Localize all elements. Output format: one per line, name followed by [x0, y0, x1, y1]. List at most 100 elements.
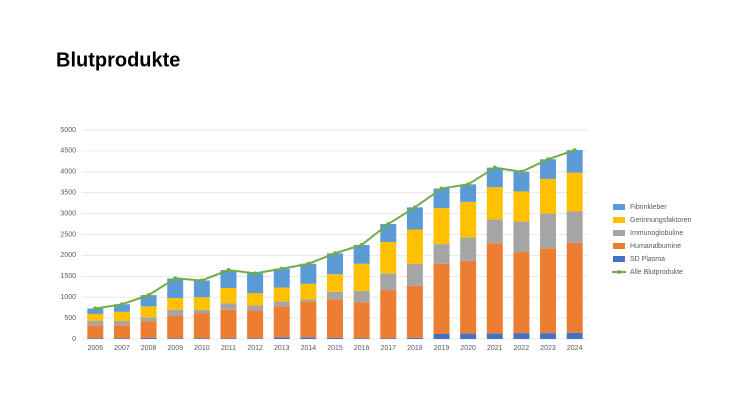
- bar-segment: [380, 338, 397, 339]
- y-tick-label: 2000: [60, 252, 76, 259]
- bar-segment: [167, 315, 184, 339]
- bar-segment: [247, 305, 264, 311]
- bar-segment: [566, 172, 583, 212]
- legend-swatch: [613, 217, 625, 223]
- x-tick-label: 2010: [194, 345, 210, 352]
- bar-segment: [167, 298, 184, 310]
- line-marker: [119, 302, 124, 307]
- line-marker: [199, 278, 204, 283]
- bar-segment: [380, 224, 397, 243]
- bar-segment: [353, 302, 370, 339]
- line-marker: [359, 242, 364, 247]
- line-marker: [306, 261, 311, 266]
- legend-label: Alle Blutprodukte: [630, 269, 683, 276]
- x-tick-label: 2021: [487, 345, 503, 352]
- bar-segment: [140, 295, 157, 307]
- bar-segment: [486, 333, 503, 339]
- x-tick-label: 2023: [540, 345, 556, 352]
- y-tick-label: 5000: [60, 127, 76, 134]
- bar-segment: [167, 309, 184, 316]
- bar-segment: [353, 338, 370, 339]
- legend-label: Humanalbumine: [630, 243, 681, 250]
- bar-segment: [87, 338, 104, 339]
- x-tick-label: 2007: [114, 345, 130, 352]
- line-marker: [466, 182, 471, 187]
- bar-segment: [327, 291, 343, 300]
- x-tick-label: 2015: [327, 345, 343, 352]
- y-tick-label: 4000: [60, 169, 76, 176]
- bar-segment: [167, 338, 184, 339]
- chart-title: Blutprodukte: [56, 49, 180, 71]
- bar-segment: [113, 311, 130, 322]
- legend-swatch: [613, 256, 625, 262]
- bar-segment: [540, 178, 557, 214]
- bar-segment: [327, 253, 343, 275]
- y-tick-label: 2500: [60, 231, 76, 238]
- legend-label: Fibrinkleber: [630, 204, 667, 211]
- legend-swatch: [613, 230, 625, 236]
- bar-segment: [113, 321, 130, 326]
- bar-segment: [486, 243, 503, 334]
- bar-segment: [300, 337, 317, 339]
- bar-segment: [113, 304, 130, 312]
- bar-segment: [406, 207, 423, 230]
- bar-segment: [380, 273, 397, 291]
- x-tick-label: 2008: [141, 345, 157, 352]
- y-tick-label: 0: [72, 336, 76, 343]
- bar-segment: [513, 191, 530, 222]
- bar-segment: [380, 290, 397, 339]
- line-marker: [173, 276, 178, 281]
- bar-segment: [486, 187, 503, 220]
- bar-segment: [220, 288, 237, 304]
- bar-segment: [140, 321, 157, 338]
- bar-segment: [247, 310, 264, 339]
- bar-segment: [273, 287, 290, 302]
- bar-segment: [433, 244, 450, 264]
- x-tick-label: 2009: [167, 345, 183, 352]
- y-tick-label: 3500: [60, 190, 76, 197]
- bar-segment: [273, 268, 290, 288]
- line-marker: [146, 293, 151, 298]
- bar-segment: [433, 208, 450, 245]
- x-tick-label: 2020: [460, 345, 476, 352]
- bar-segment: [486, 167, 503, 188]
- bar-segment: [247, 293, 264, 306]
- bar-segment: [433, 333, 450, 339]
- bar-segment: [540, 248, 557, 334]
- line-marker: [279, 266, 284, 271]
- line-marker: [93, 306, 98, 311]
- line-marker: [572, 148, 577, 153]
- y-tick-label: 4500: [60, 148, 76, 155]
- bar-segment: [353, 290, 370, 303]
- bar-segment: [513, 333, 530, 339]
- bar-segment: [247, 273, 264, 294]
- bar-segment: [433, 263, 450, 334]
- line-marker: [439, 186, 444, 191]
- x-tick-label: 2018: [407, 345, 423, 352]
- bar-segment: [486, 219, 503, 244]
- line-marker: [546, 157, 551, 162]
- bar-segment: [566, 332, 583, 339]
- line-marker: [519, 169, 524, 174]
- x-tick-label: 2024: [567, 345, 583, 352]
- x-tick-label: 2019: [434, 345, 450, 352]
- bar-segment: [247, 338, 264, 339]
- x-tick-label: 2014: [301, 345, 317, 352]
- x-tick-label: 2013: [274, 345, 290, 352]
- line-marker: [253, 271, 258, 276]
- line-marker: [386, 222, 391, 227]
- bar-segment: [273, 306, 290, 338]
- bar-segment: [380, 242, 397, 274]
- bar-segment: [140, 337, 157, 339]
- bar-segment: [167, 278, 184, 299]
- legend-label: Immunoglobuline: [630, 230, 683, 237]
- bar-segment: [87, 321, 104, 326]
- bar-segment: [140, 317, 157, 322]
- bar-segment: [300, 299, 317, 302]
- bar-segment: [193, 297, 210, 310]
- bar-segment: [193, 309, 210, 314]
- bar-segment: [87, 308, 104, 314]
- bar-segment: [566, 150, 583, 173]
- bar-segment: [273, 301, 290, 307]
- bar-segment: [193, 313, 210, 339]
